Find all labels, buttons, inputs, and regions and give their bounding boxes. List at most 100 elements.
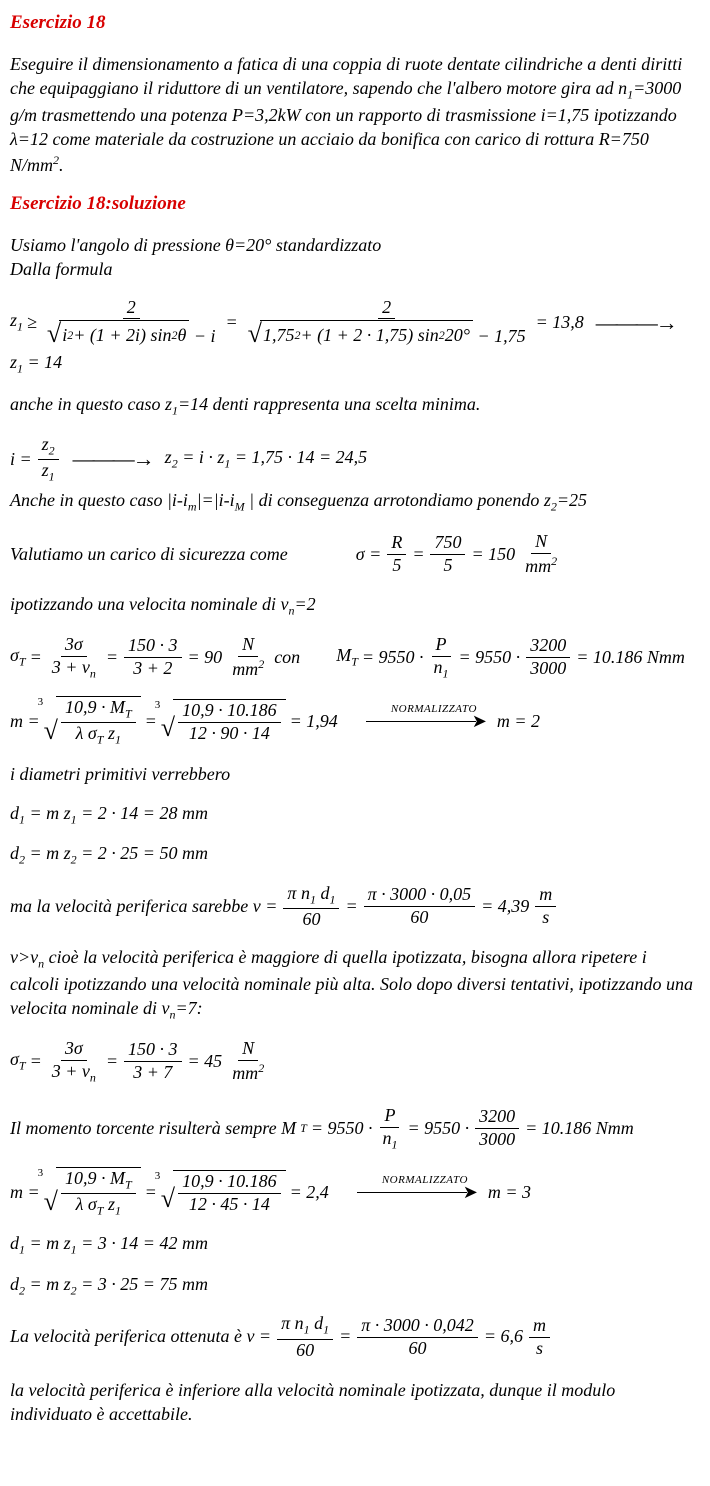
mt: MT [336,645,358,670]
eq: = [30,1051,42,1072]
label: Valutiamo un carico di sicurezza come [10,544,288,565]
equation-sigmaT: σT = 3σ 3 + vn = 150 · 33 + 2 = 90 N mm2… [10,635,700,680]
eq: = 9550 · [362,647,424,668]
z: z1 [10,310,23,335]
cuberoot-2: 3√ 10,9 · 10.186 12 · 45 · 14 [161,1170,286,1214]
den: √ 1,752 + (1 + 2 · 1,75) sin2 20° − 1,75 [244,319,530,347]
solution-p7: i diametri primitivi verrebbero [10,762,700,786]
frac-1: R5 [387,533,406,575]
lhs: m = [10,1182,40,1203]
equation-d1b: d1 = m z1 = 3 · 14 = 42 mm [10,1233,700,1258]
solution-heading: Esercizio 18:soluzione [10,193,700,215]
equation-mt-7: Il momento torcente risulterà sempre MT … [10,1106,700,1151]
equation-sigma: Valutiamo un carico di sicurezza come σ … [10,532,700,576]
solution-p4: Anche in questo caso |i-im|=|i-iM | di c… [10,488,700,515]
solution-p3: anche in questo caso z1=14 denti rappres… [10,392,700,419]
equation-d2: d2 = m z2 = 2 · 25 = 50 mm [10,843,700,868]
label: La velocità periferica ottenuta è v = [10,1326,271,1347]
frac-2: 32003000 [475,1107,519,1149]
con: con [274,647,300,668]
equation-z1: z1 ≥ 2 √ i2 + (1 + 2i) sin2 θ − i = 2 √ … [10,298,700,377]
val: = 150 [471,544,515,565]
equation-m-7: m = 3√ 10,9 · MT λ σT z1 = 3√ 10,9 · 10.… [10,1167,700,1217]
val: = 10.186 Nmm [576,647,685,668]
frac-2: 7505 [430,533,465,575]
result: m = 3 [488,1182,531,1203]
equation-v: ma la velocità periferica sarebbe v = π … [10,884,700,929]
val: = 90 [188,647,223,668]
arrow-normalized: ➤ NORMALIZZATO [366,711,487,732]
label: Il momento torcente risulterà sempre M [10,1118,296,1139]
val: = 10.186 Nmm [525,1118,634,1139]
text: . [59,155,64,175]
equation-v2: La velocità periferica ottenuta è v = π … [10,1314,700,1359]
label: ma la velocità periferica sarebbe v = [10,896,277,917]
lhs: i = [10,449,32,470]
result: m = 2 [497,711,540,732]
equation-d1: d1 = m z1 = 2 · 14 = 28 mm [10,803,700,828]
eq: = [226,312,238,333]
arrow-normalized: ➤ NORMALIZZATO [357,1182,478,1203]
num: 2 [378,298,395,320]
unit: ms [529,1316,550,1358]
problem-text: Eseguire il dimensionamento a fatica di … [10,52,700,177]
unit: N mm2 [228,635,268,679]
eq: = 9550 · [311,1118,373,1139]
equation-d2b: d2 = m z2 = 3 · 25 = 75 mm [10,1274,700,1299]
unit: ms [535,885,556,927]
frac-2: 150 · 33 + 2 [124,636,182,678]
eq: = [106,647,118,668]
solution-p12: la velocità periferica è inferiore alla … [10,1378,700,1427]
ge: ≥ [27,312,37,333]
frac-1: 3σ 3 + vn [48,1039,100,1084]
lhs: σ = [356,544,382,565]
eq: = [30,647,42,668]
cuberoot-1: 3√ 10,9 · MT λ σT z1 [44,696,141,746]
val: = 4,39 [481,896,529,917]
frac-1: P n1 [378,1106,401,1151]
solution-p6: ipotizzando una velocita nominale di vn=… [10,592,700,619]
text: Usiamo l'angolo di pressione θ=20° stand… [10,235,381,255]
val: = 6,6 [484,1326,523,1347]
frac-1: π n1 d1 60 [283,884,339,929]
cuberoot-1: 3√ 10,9 · MT λ σT z1 [44,1167,141,1217]
solution-p9: v>vn cioè la velocità periferica è maggi… [10,945,700,1023]
frac-1: 3σ 3 + vn [48,635,100,680]
val: = 13,8 [536,312,584,333]
equation-m: m = 3√ 10,9 · MT λ σT z1 = 3√ 10,9 · 10.… [10,696,700,746]
val: = 45 [188,1051,223,1072]
frac-2: π · 3000 · 0,0560 [364,885,476,927]
frac-3: P n1 [430,635,453,680]
frac-2: 150 · 33 + 7 [124,1040,182,1082]
lhs: m = [10,711,40,732]
text: Dalla formula [10,259,113,279]
lhs: σT [10,645,26,670]
arrow-icon: ———→ [596,310,676,336]
cuberoot-2: 3√ 10,9 · 10.186 12 · 90 · 14 [161,699,286,743]
frac-2: π · 3000 · 0,04260 [357,1316,478,1358]
result: z1 = 14 [10,352,62,377]
lhs: σT [10,1049,26,1074]
frac-1: 2 √ i2 + (1 + 2i) sin2 θ − i [43,298,220,348]
solution-p1: Usiamo l'angolo di pressione θ=20° stand… [10,233,700,282]
unit: N mm2 [521,532,561,576]
equation-sigmaT-7: σT = 3σ 3 + vn = 150 · 33 + 7 = 45 N mm2 [10,1039,700,1084]
eq: = [145,711,157,732]
frac-1: π n1 d1 60 [277,1314,333,1359]
arrow-icon: ———→ [73,446,153,472]
text: Eseguire il dimensionamento a fatica di … [10,54,682,98]
eq: = [345,896,357,917]
exercise-heading: Esercizio 18 [10,12,700,34]
equation-i: i = z2 z1 ———→ z2 = i · z1 = 1,75 · 14 =… [10,435,700,483]
rhs: z2 = i · z1 = 1,75 · 14 = 24,5 [165,447,367,472]
val: = 2,4 [290,1182,329,1203]
eq: = 9550 · [459,647,521,668]
val: = 1,94 [290,711,338,732]
den: √ i2 + (1 + 2i) sin2 θ − i [43,319,220,347]
num: 2 [123,298,140,320]
frac-2: 2 √ 1,752 + (1 + 2 · 1,75) sin2 20° − 1,… [244,298,530,348]
frac: z2 z1 [38,435,59,483]
eq: = [412,544,424,565]
unit: N mm2 [228,1039,268,1083]
frac-4: 32003000 [526,636,570,678]
